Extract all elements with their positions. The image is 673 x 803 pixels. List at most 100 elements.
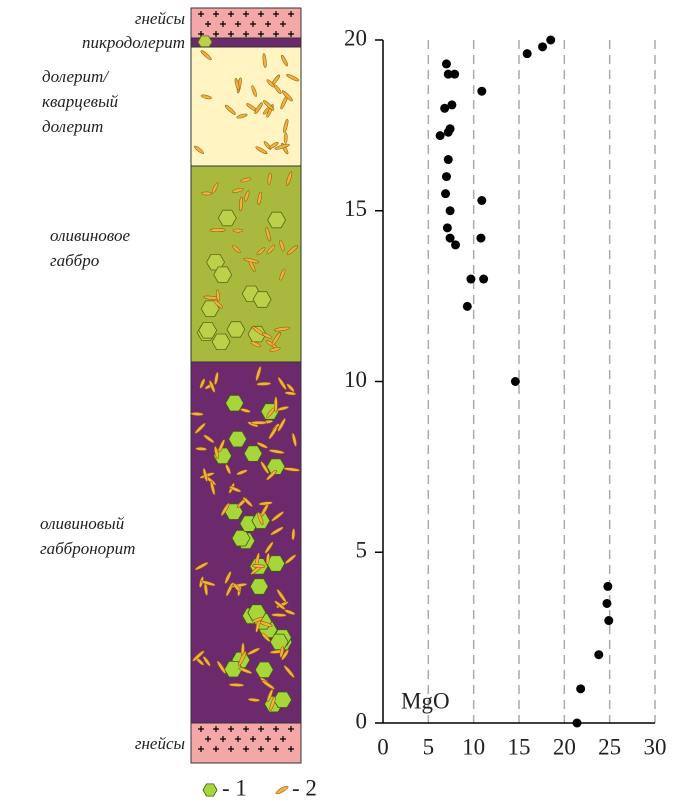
plagioclase (224, 571, 232, 584)
layer-label: гнейсы (135, 9, 185, 28)
x-axis-label: MgO (401, 688, 450, 713)
plagioclase (242, 497, 253, 507)
plagioclase (265, 552, 270, 565)
plagioclase (190, 412, 204, 416)
plagioclase (213, 299, 223, 309)
plagioclase (279, 239, 285, 252)
olivine (247, 325, 267, 343)
plagioclase (250, 341, 262, 348)
plagioclase (209, 228, 226, 232)
plagioclase (218, 439, 225, 453)
data-point (443, 127, 453, 137)
plagioclase (247, 647, 261, 655)
plagioclase (236, 469, 248, 476)
plagioclase (280, 54, 288, 67)
plagioclase (238, 651, 247, 666)
plagioclase (260, 461, 269, 474)
gneiss-mark (280, 736, 286, 742)
plagioclase (224, 104, 236, 115)
plagioclase (240, 408, 251, 413)
data-point (445, 206, 455, 216)
layer-label: оливиновое (50, 226, 130, 245)
gneiss-mark (243, 746, 249, 752)
data-point (441, 172, 451, 182)
olivine (213, 266, 233, 283)
plagioclase (202, 656, 211, 667)
gneiss-mark (243, 726, 249, 732)
plagioclase (240, 177, 252, 183)
plagioclase (194, 422, 206, 434)
olivine (202, 783, 218, 797)
data-point (443, 155, 453, 165)
gneiss-mark (258, 31, 264, 37)
olivine (197, 35, 213, 49)
data-point (602, 598, 612, 608)
gneiss-mark (220, 736, 226, 742)
plagioclase (283, 467, 300, 472)
data-point (450, 69, 460, 79)
plagioclase (234, 78, 240, 91)
plagioclase (200, 580, 216, 587)
plagioclase (236, 113, 248, 119)
plagioclase (256, 247, 266, 256)
gneiss-mark (228, 726, 234, 732)
layer-label: габбро (50, 251, 99, 270)
plagioclase (264, 541, 274, 554)
olivine (225, 394, 245, 412)
plagioclase (238, 667, 253, 674)
plagioclase (273, 84, 282, 94)
olivine (254, 661, 274, 678)
olivine (198, 322, 218, 339)
data-point (576, 684, 586, 694)
gneiss-mark (198, 726, 204, 732)
plagioclase (256, 442, 268, 449)
gneiss-mark (258, 726, 264, 732)
plagioclase (266, 79, 275, 88)
plagioclase (291, 432, 297, 447)
plagioclase (255, 146, 268, 154)
plagioclase (232, 228, 244, 233)
layer-label: габбронорит (40, 539, 135, 558)
olivine (243, 445, 263, 462)
data-point (594, 650, 604, 660)
plagioclase (211, 182, 219, 194)
plagioclase (277, 377, 287, 390)
plagioclase (225, 582, 234, 597)
gneiss-mark (288, 726, 294, 732)
plagioclase (199, 378, 206, 389)
plagioclase (257, 191, 262, 206)
plagioclase (201, 191, 213, 196)
gneiss-mark (213, 11, 219, 17)
plagioclase (257, 511, 264, 525)
olivine (267, 211, 287, 229)
plagioclase (285, 554, 297, 564)
gneiss-mark (288, 746, 294, 752)
plagioclase (271, 613, 287, 617)
olivine (226, 321, 246, 338)
plagioclase (271, 511, 284, 522)
plagioclase (268, 449, 285, 454)
plagioclase (262, 53, 267, 68)
data-point (476, 233, 486, 243)
data-point (603, 581, 613, 591)
olivine (269, 633, 289, 651)
plagioclase (239, 196, 243, 212)
x-tick-label: 5 (423, 734, 435, 759)
plagioclase (215, 289, 221, 302)
plagioclase (220, 502, 230, 516)
plagioclase (273, 326, 291, 332)
gneiss-mark (250, 21, 256, 27)
data-point (441, 59, 451, 69)
gneiss-mark (288, 31, 294, 37)
gneiss-mark (265, 736, 271, 742)
x-tick-label: 20 (553, 734, 576, 759)
gneiss-mark (213, 31, 219, 37)
gneiss-mark (273, 746, 279, 752)
plagioclase (232, 188, 244, 193)
plagioclase (265, 227, 271, 242)
plagioclase (202, 467, 208, 482)
plagioclase (214, 371, 219, 385)
data-point (538, 42, 548, 52)
layer-label: пикродолерит (82, 33, 185, 52)
olivine (252, 291, 272, 308)
